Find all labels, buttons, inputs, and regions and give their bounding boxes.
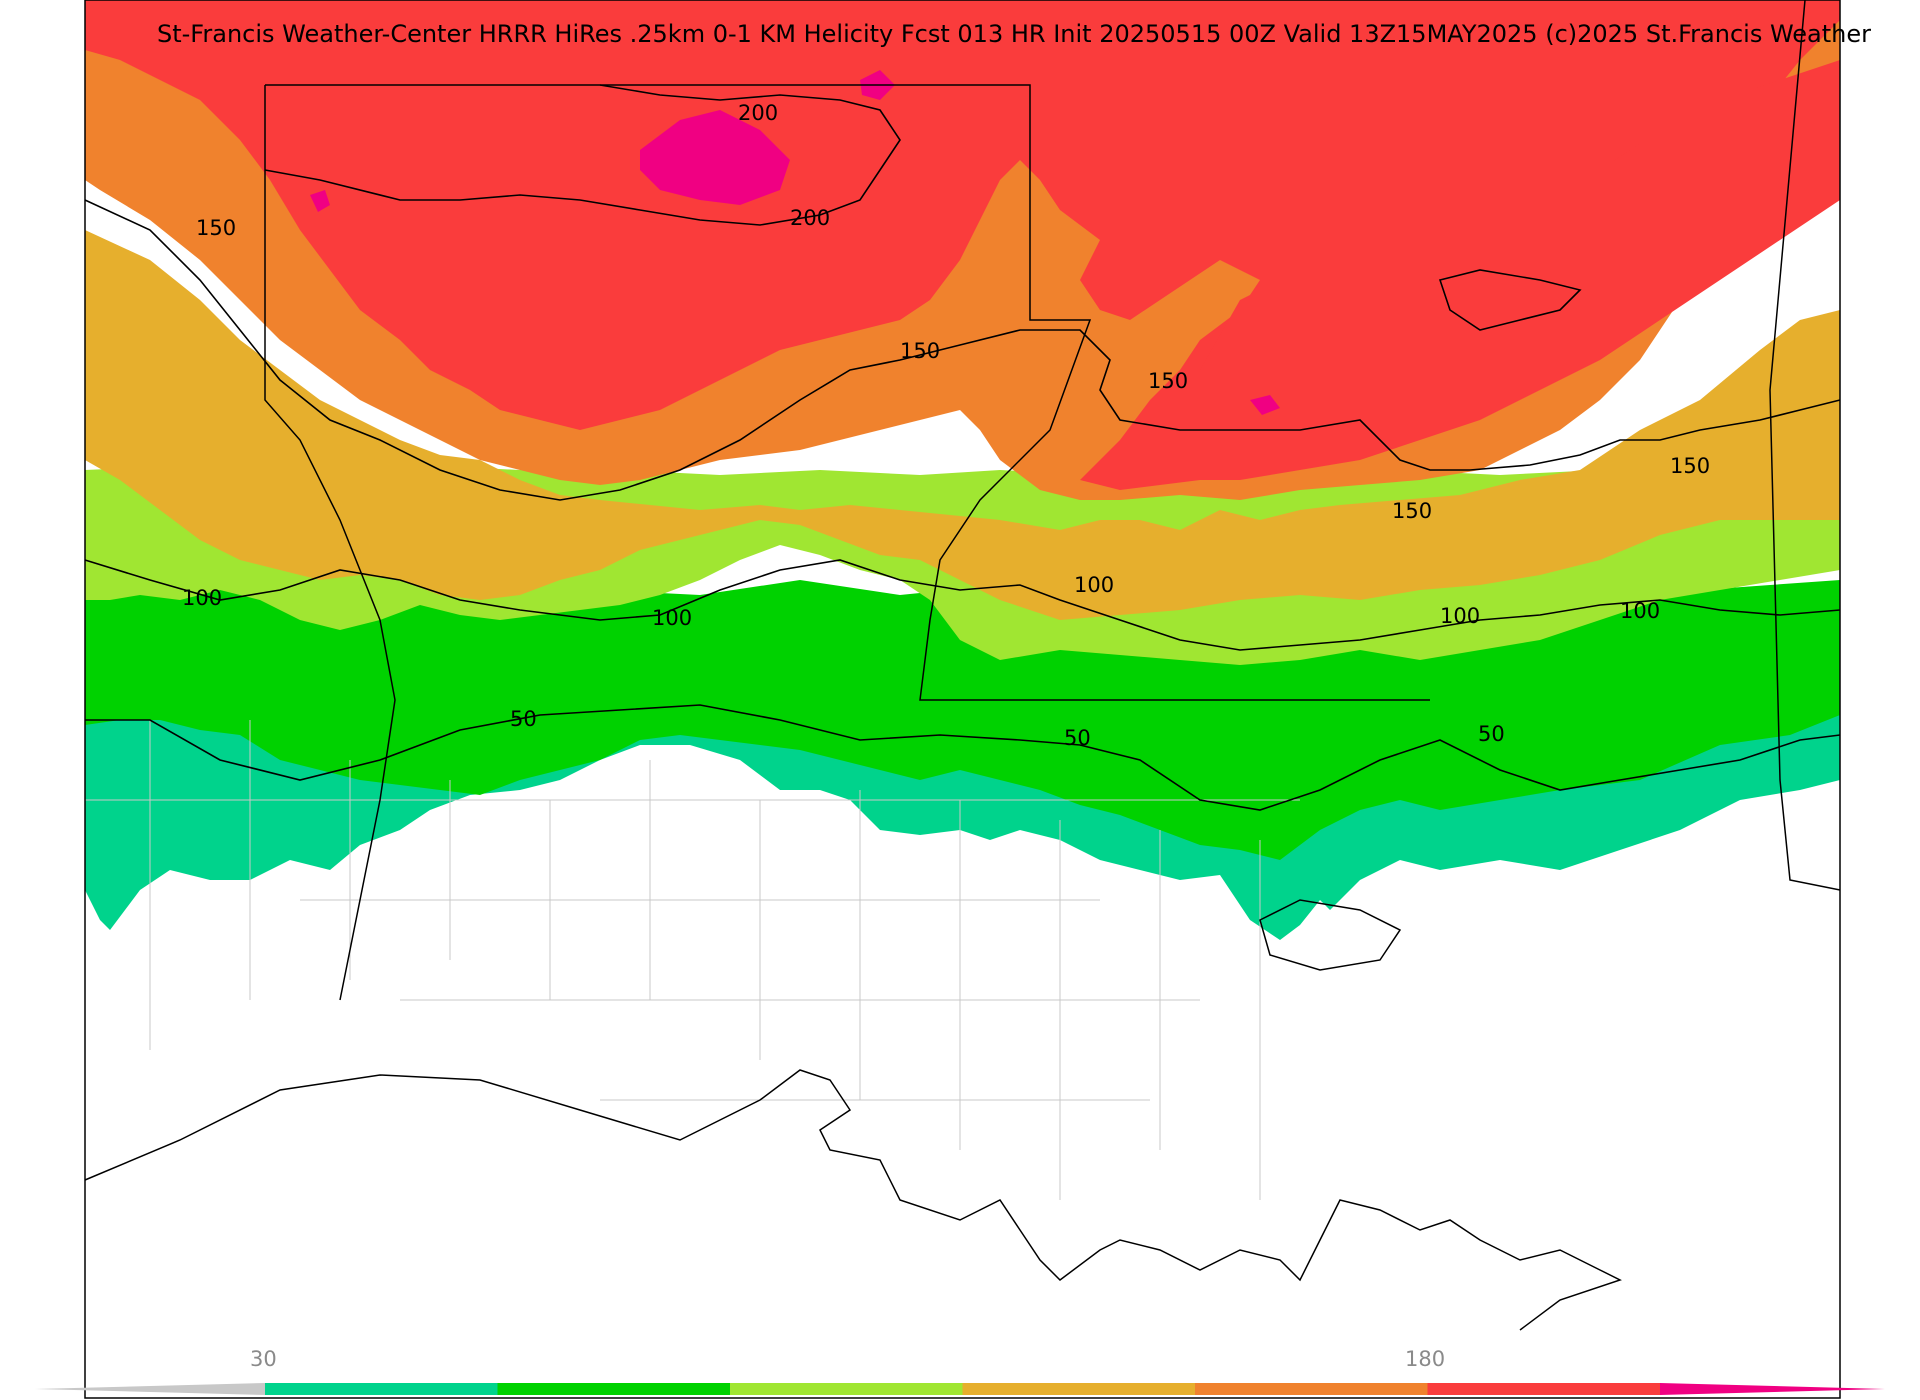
contour-label: 150 [900,339,940,363]
boundaries [84,0,1841,1331]
band-magenta-1 [640,110,790,205]
colorbar-segment [1195,1383,1428,1395]
colorbar-segment [962,1383,1196,1395]
contour-200-east [1438,269,1582,331]
contour-label: 150 [1148,369,1188,393]
contour-lines [84,84,1841,811]
state-border-east [1769,0,1841,891]
contour-200 [264,84,901,226]
contour-labels: 200 200 150 150 150 150 150 100 100 100 … [182,101,1710,750]
colorbar-extend-high [1660,1383,1885,1395]
contour-label: 100 [652,606,692,630]
band-yelloworange [85,230,1840,620]
contour-label: 100 [1620,599,1660,623]
contour-150 [84,199,1841,501]
contour-label: 100 [1074,573,1114,597]
contour-50 [85,704,1841,811]
state-border-west [264,85,396,1001]
contour-label: 50 [1478,722,1505,746]
colorbar-tick-label: 180 [1405,1347,1445,1371]
contour-label: 150 [196,216,236,240]
colorbar-segment [730,1383,963,1395]
map-frame [84,0,1841,1399]
band-magenta-3 [310,190,330,212]
contour-label: 200 [790,206,830,230]
county-lines [85,720,1300,1200]
shaded-bands [85,0,1840,940]
map-title: St-Francis Weather-Center HRRR HiRes .25… [157,20,1871,48]
colorbar-segment [265,1383,498,1395]
lake [1259,899,1402,971]
contour-label: 100 [182,586,222,610]
contour-label: 100 [1440,604,1480,628]
state-border-box [265,84,1430,701]
band-red-east [1140,60,1840,480]
colorbar [35,1383,1885,1395]
colorbar-extend-low [35,1383,265,1395]
contour-100 [84,559,1841,651]
contour-label: 50 [1064,726,1091,750]
coastline [84,1069,1622,1331]
band-magenta-4 [1250,395,1280,415]
contour-label: 200 [738,101,778,125]
contour-label: 50 [510,707,537,731]
colorbar-tick-label: 30 [250,1347,277,1371]
colorbar-segment [497,1383,731,1395]
contour-label: 150 [1670,454,1710,478]
colorbar-segment [1427,1383,1661,1395]
contour-label: 150 [1392,499,1432,523]
